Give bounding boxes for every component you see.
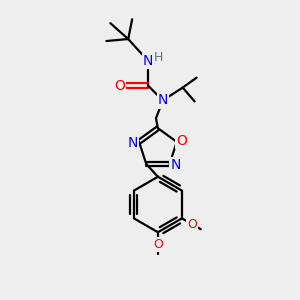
Text: O: O: [188, 218, 197, 231]
Text: O: O: [153, 238, 163, 251]
Text: O: O: [114, 79, 125, 93]
Text: O: O: [176, 134, 187, 148]
Text: N: N: [128, 136, 138, 150]
Text: N: N: [143, 54, 153, 68]
Text: N: N: [158, 94, 168, 107]
Text: H: H: [154, 51, 164, 64]
Text: N: N: [170, 158, 181, 172]
